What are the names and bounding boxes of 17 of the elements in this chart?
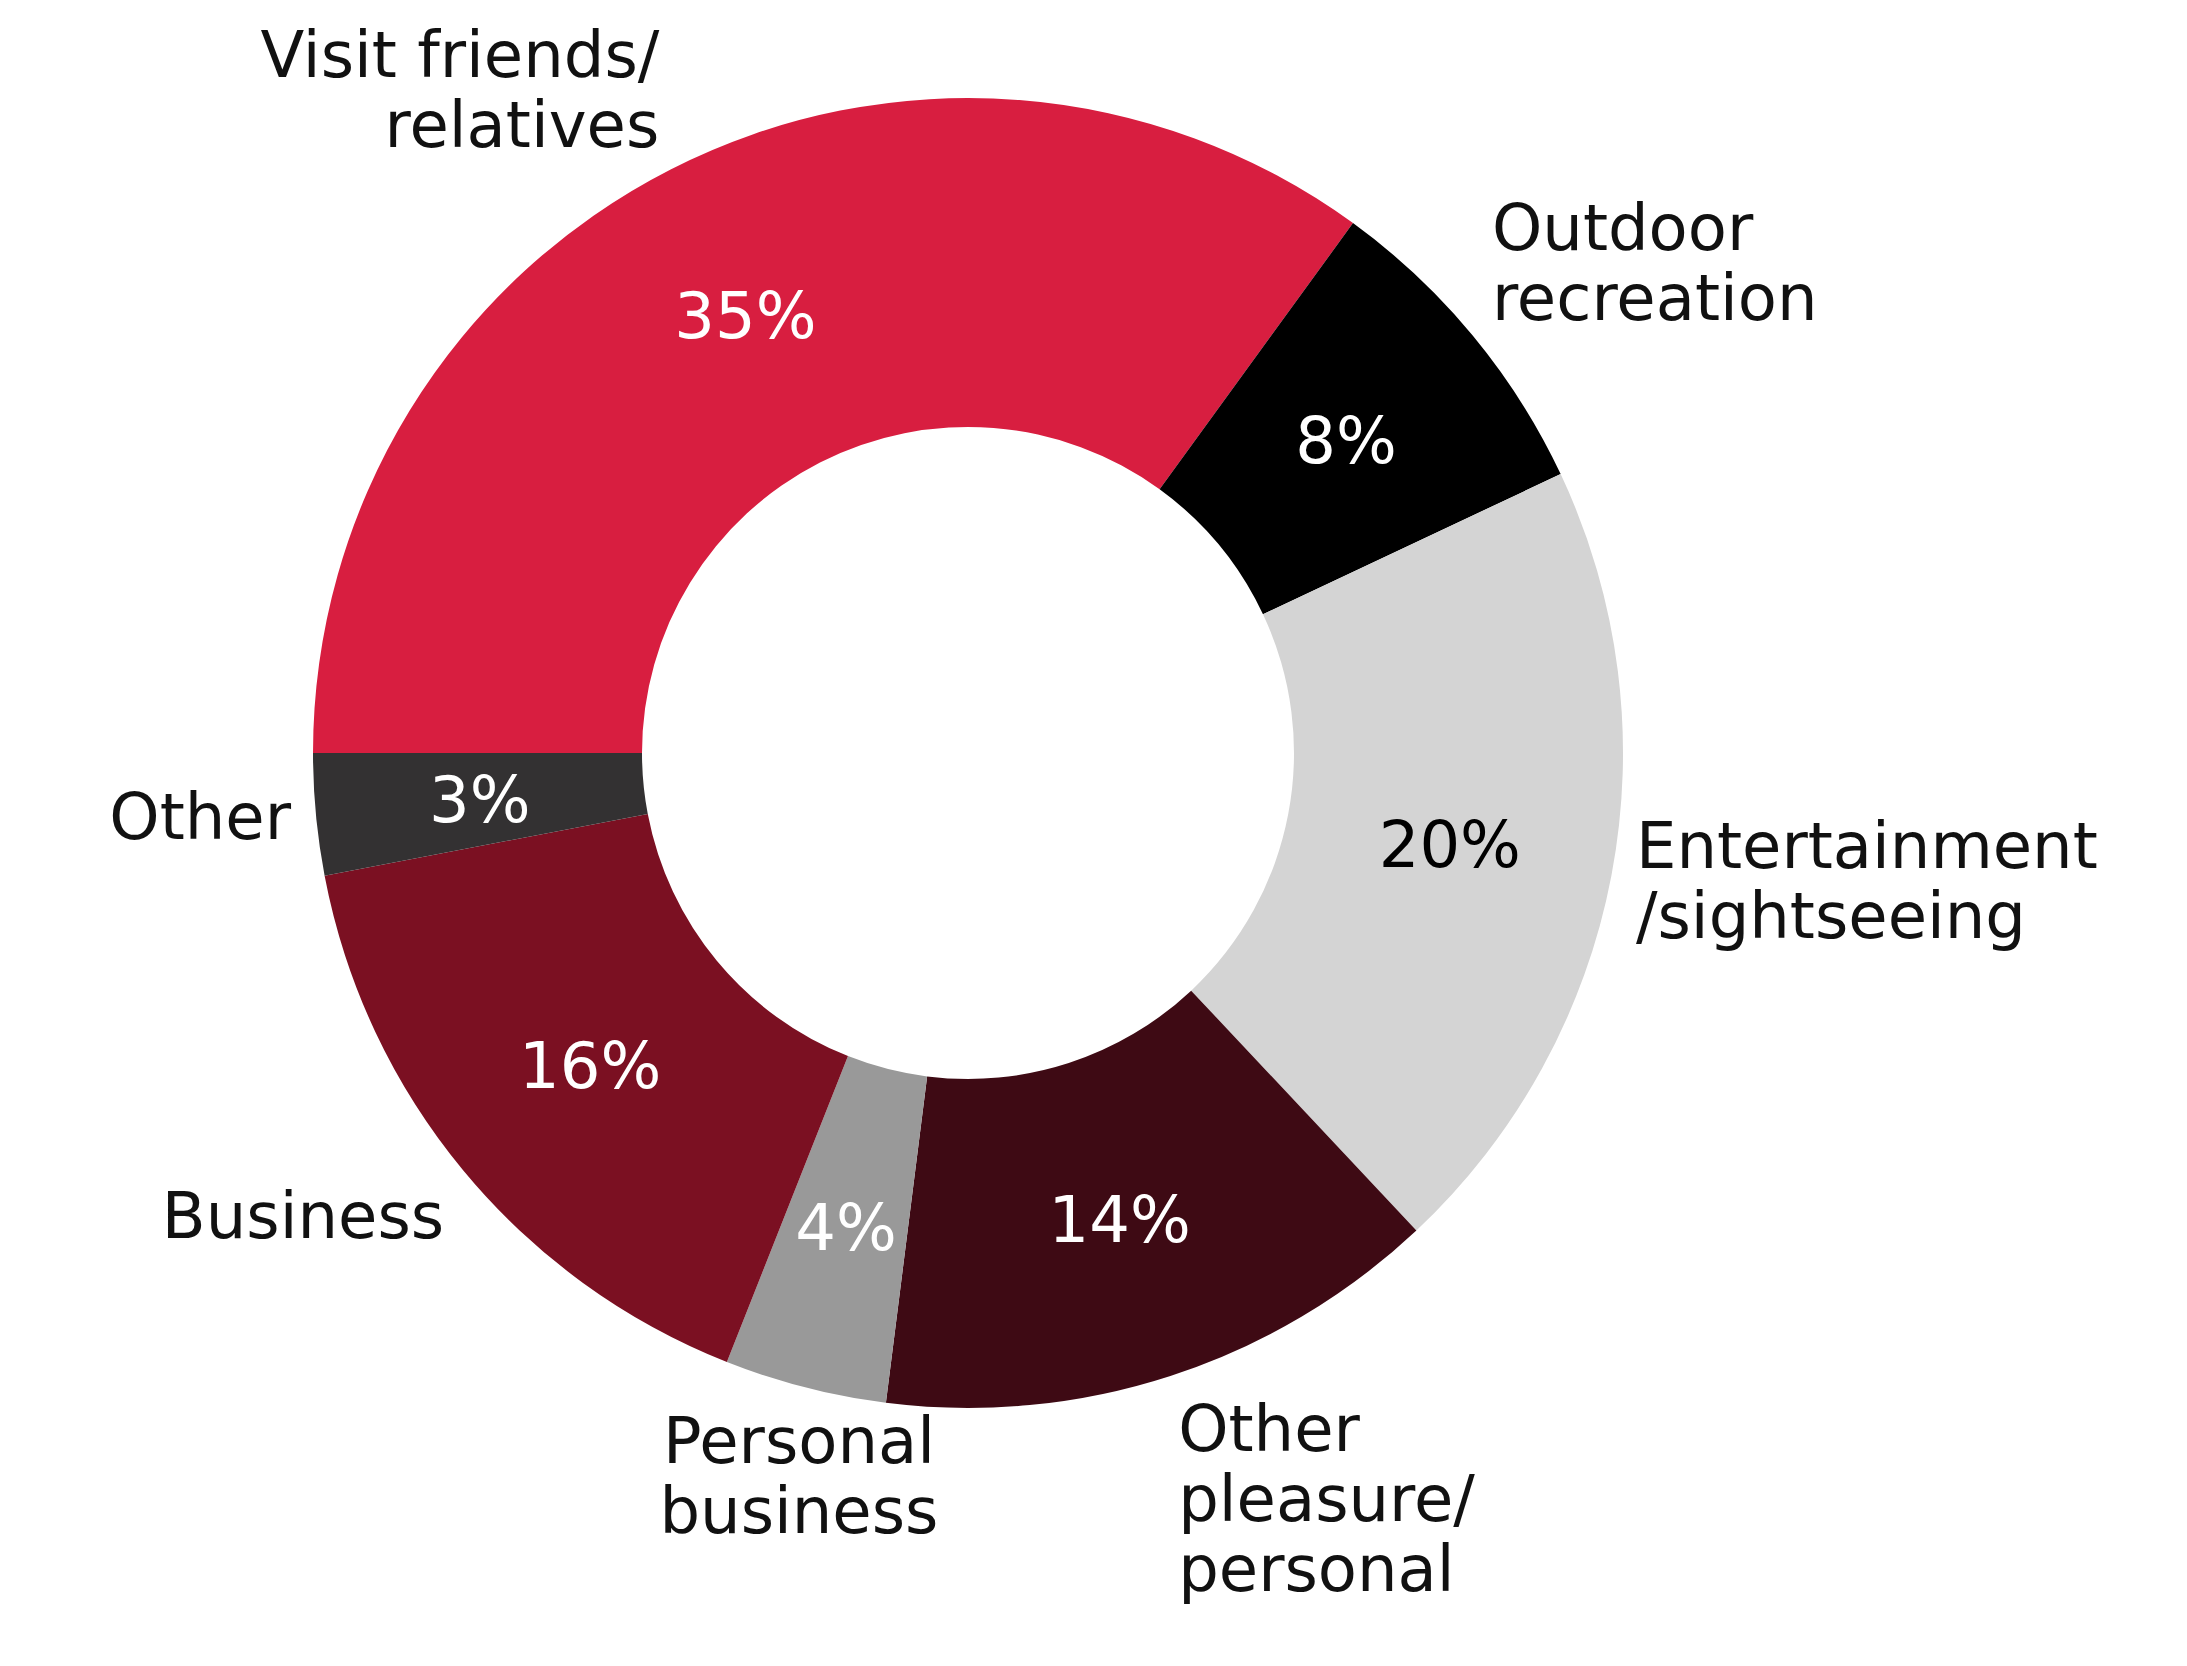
slice-label: Visit friends/ relatives	[260, 18, 660, 163]
slice-label: Entertainment /sightseeing	[1635, 808, 2098, 953]
data-label: 35%	[674, 279, 817, 354]
data-label: 16%	[518, 1029, 662, 1104]
data-label: 8%	[1295, 403, 1397, 478]
data-label: 3%	[428, 762, 531, 837]
slice-label: Other pleasure/ personal	[1178, 1391, 1476, 1606]
slice-label: Personal business	[659, 1403, 939, 1548]
data-label: 4%	[795, 1191, 897, 1266]
donut-slice	[1191, 474, 1622, 1231]
slice-label: Other	[109, 780, 292, 855]
data-label: 14%	[1048, 1182, 1191, 1257]
slice-label: Business	[161, 1178, 445, 1253]
data-label: 20%	[1378, 808, 1521, 883]
donut-slice	[726, 1056, 928, 1403]
slice-label: Outdoor recreation	[1491, 190, 1818, 335]
donut-slice	[313, 753, 648, 876]
